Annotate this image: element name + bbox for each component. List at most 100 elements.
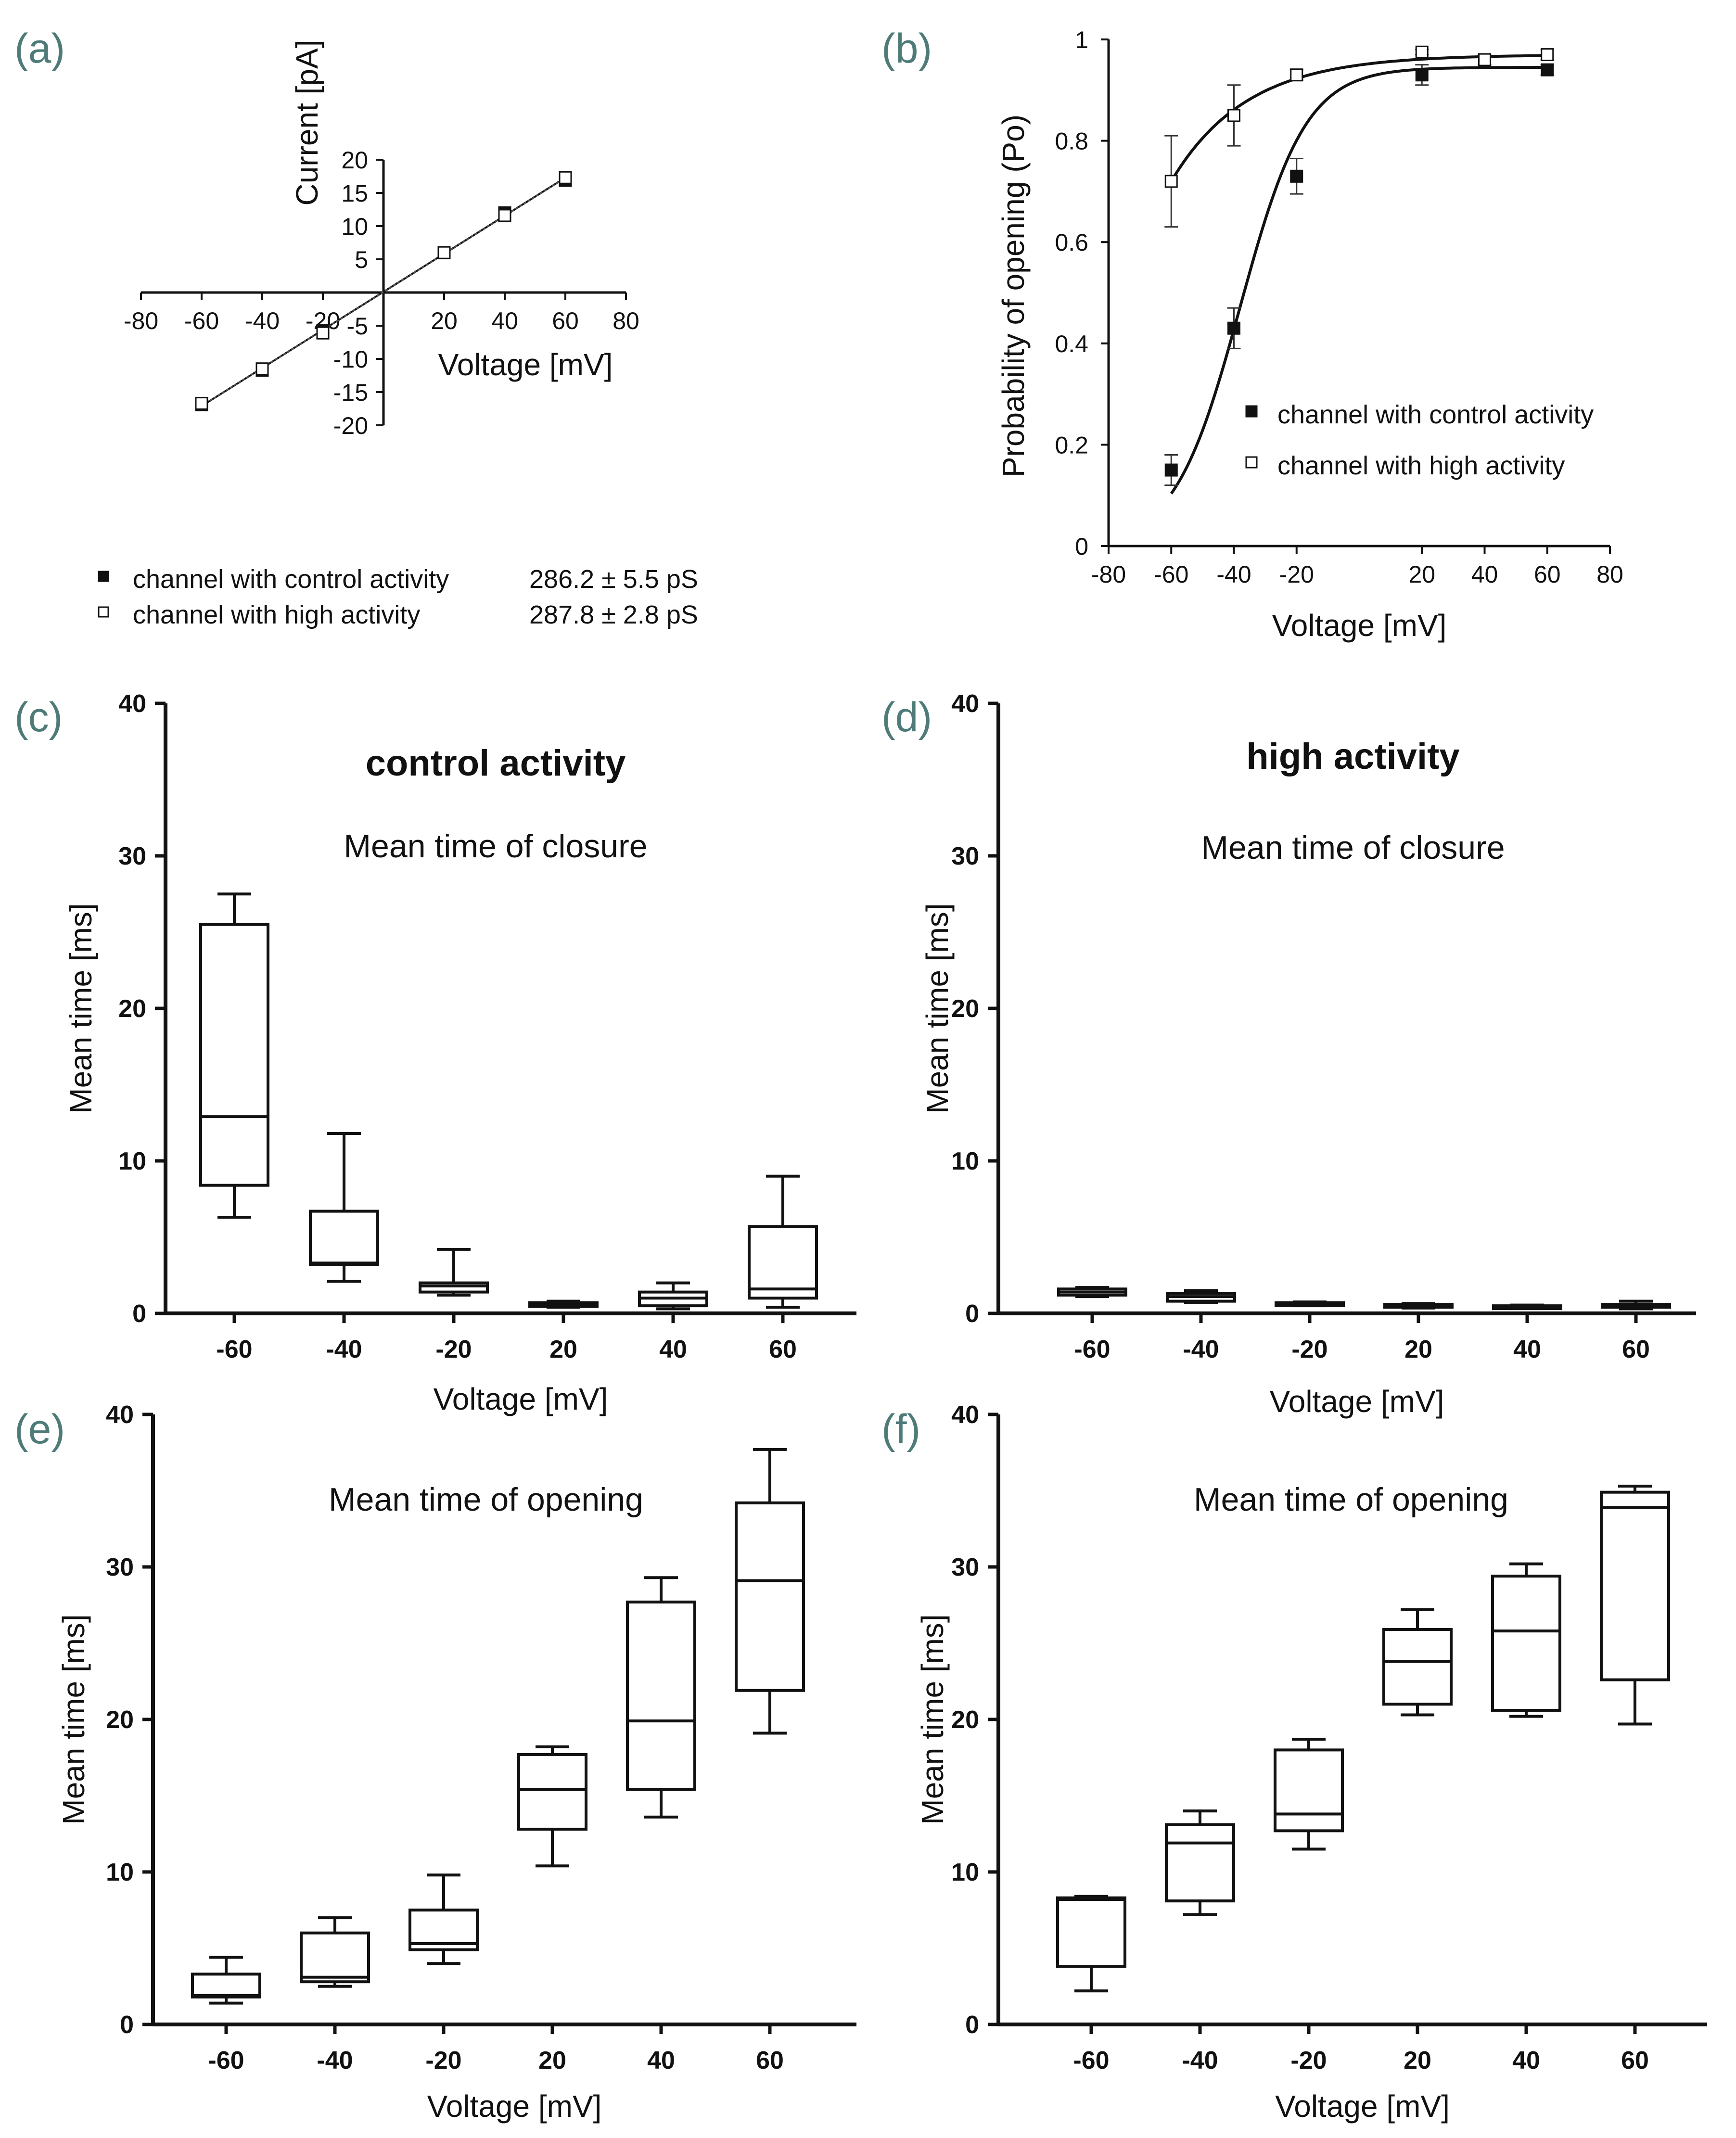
x-axis-title-c: Voltage [mV] bbox=[434, 1382, 608, 1416]
x-tick-label-d: -40 bbox=[1183, 1336, 1219, 1363]
x-tick-label-b: 60 bbox=[1534, 561, 1561, 588]
box-f bbox=[1382, 1628, 1453, 1706]
box-f bbox=[1600, 1490, 1670, 1681]
panel-b: (b) -80 -60 -40 -20 20 40 60 80 0 0.2 0.4 0.6 0.8 1 Vol… bbox=[881, 25, 1623, 643]
chart-subtitle-f: Mean time of opening bbox=[1194, 1481, 1508, 1518]
x-tick-label-d: 40 bbox=[1513, 1336, 1541, 1363]
x-tick-label-f: -40 bbox=[1182, 2047, 1218, 2074]
y-tick-label-a: 20 bbox=[341, 147, 368, 174]
legend-marker-b bbox=[1245, 405, 1258, 418]
data-point-b bbox=[1164, 175, 1178, 188]
box-e bbox=[517, 1753, 587, 1831]
x-tick-label-e: 40 bbox=[647, 2047, 675, 2074]
y-axis-title-e: Mean time [ms] bbox=[56, 1614, 91, 1824]
x-tick-label-b: -60 bbox=[1154, 561, 1188, 588]
y-tick-label-f: 20 bbox=[951, 1706, 979, 1734]
box-c bbox=[309, 1209, 379, 1266]
y-tick-label-b: 1 bbox=[1075, 26, 1088, 53]
box-c bbox=[199, 923, 269, 1187]
x-tick-label-f: 20 bbox=[1404, 2047, 1431, 2074]
x-tick-label-a: 60 bbox=[552, 307, 579, 334]
x-tick-label-e: -40 bbox=[317, 2047, 353, 2074]
panel-label-a: (a) bbox=[14, 25, 65, 72]
panel-a: (a)-80 -60 -40 -20 20 40 60 80-20-15-10-5510152… bbox=[14, 25, 698, 629]
y-tick-label-d: 0 bbox=[965, 1300, 979, 1328]
box-f bbox=[1056, 1896, 1126, 1968]
y-tick-label-b: 0 bbox=[1075, 533, 1088, 560]
panel-e: (e) 0 10 20 30 40 Mean time of opening Voltage … bbox=[14, 1401, 856, 2124]
panel-c: (c) 0 10 20 30 40 control activity Mean time of… bbox=[14, 690, 856, 1416]
x-tick-label-c: 60 bbox=[769, 1336, 797, 1363]
panel-label-e: (e) bbox=[14, 1406, 65, 1452]
y-tick-label-c: 30 bbox=[118, 842, 146, 870]
data-point-a bbox=[498, 209, 511, 222]
box-e bbox=[191, 1973, 261, 1998]
x-tick-label-b: -20 bbox=[1279, 561, 1314, 588]
fit-curve-b bbox=[1170, 66, 1547, 495]
y-tick-label-f: 30 bbox=[951, 1553, 979, 1581]
y-axis-title-d: Mean time [ms] bbox=[920, 903, 955, 1113]
data-point-a bbox=[316, 326, 330, 340]
y-tick-label-c: 0 bbox=[132, 1300, 146, 1328]
x-tick-label-a: 20 bbox=[431, 307, 458, 334]
y-tick-label-a: 10 bbox=[341, 213, 368, 240]
y-tick-label-e: 40 bbox=[106, 1401, 134, 1429]
x-axis-title-b: Voltage [mV] bbox=[1272, 608, 1447, 643]
panel-label-c: (c) bbox=[14, 694, 63, 740]
legend-label-b: channel with high activity bbox=[1277, 451, 1565, 480]
y-tick-label-a: -10 bbox=[333, 346, 368, 373]
x-tick-label-b: -40 bbox=[1216, 561, 1251, 588]
x-tick-label-c: 40 bbox=[659, 1336, 687, 1363]
y-tick-label-b: 0.4 bbox=[1055, 331, 1088, 357]
legend-marker-a bbox=[98, 571, 109, 582]
y-axis-title-b: Probability of opening (Po) bbox=[996, 115, 1031, 477]
panel-label-d: (d) bbox=[881, 694, 932, 740]
data-point-b bbox=[1541, 63, 1554, 76]
y-tick-label-d: 40 bbox=[951, 690, 979, 718]
y-tick-label-e: 0 bbox=[120, 2011, 134, 2039]
x-tick-label-f: -20 bbox=[1290, 2047, 1327, 2074]
data-point-b bbox=[1227, 321, 1240, 335]
x-axis-title-d: Voltage [mV] bbox=[1270, 1384, 1444, 1419]
data-point-b bbox=[1415, 68, 1429, 82]
legend-label-a: channel with high activity bbox=[133, 600, 420, 629]
x-tick-label-b: 20 bbox=[1408, 561, 1435, 588]
data-point-b bbox=[1290, 68, 1303, 82]
x-tick-label-e: 20 bbox=[538, 2047, 566, 2074]
x-tick-label-d: 20 bbox=[1404, 1336, 1432, 1363]
panel-label-f: (f) bbox=[881, 1406, 920, 1452]
y-tick-label-a: 5 bbox=[355, 246, 368, 273]
x-axis-title-a: Voltage [mV] bbox=[438, 347, 613, 382]
y-tick-label-c: 40 bbox=[118, 690, 146, 718]
x-tick-label-d: 60 bbox=[1622, 1336, 1650, 1363]
y-tick-label-d: 20 bbox=[951, 995, 979, 1023]
y-tick-label-f: 0 bbox=[965, 2011, 979, 2039]
legend-label-b: channel with control activity bbox=[1277, 400, 1594, 429]
x-tick-label-e: -60 bbox=[208, 2047, 244, 2074]
box-e bbox=[300, 1931, 370, 1984]
data-point-a bbox=[255, 362, 269, 376]
data-point-b bbox=[1290, 169, 1303, 183]
data-point-b bbox=[1478, 53, 1491, 66]
legend-marker-a bbox=[98, 606, 109, 618]
data-point-b bbox=[1415, 45, 1429, 59]
box-c bbox=[748, 1225, 818, 1300]
panel-f: (f) 0 10 20 30 40 Mean time of opening Voltage … bbox=[881, 1401, 1707, 2124]
y-tick-label-a: -15 bbox=[333, 379, 368, 406]
y-tick-label-e: 10 bbox=[106, 1858, 134, 1886]
chart-subtitle-e: Mean time of opening bbox=[329, 1481, 643, 1518]
x-tick-label-f: -60 bbox=[1073, 2047, 1109, 2074]
box-f bbox=[1165, 1823, 1235, 1903]
y-axis-title-c: Mean time [ms] bbox=[64, 903, 98, 1113]
chart-subtitle-d: Mean time of closure bbox=[1201, 829, 1505, 866]
x-tick-label-e: 60 bbox=[756, 2047, 784, 2074]
y-tick-label-f: 10 bbox=[951, 1858, 979, 1886]
x-tick-label-a: 80 bbox=[613, 307, 639, 334]
x-tick-label-c: 20 bbox=[549, 1336, 577, 1363]
x-axis-title-e: Voltage [mV] bbox=[427, 2089, 602, 2124]
chart-title-c: control activity bbox=[366, 743, 626, 784]
x-tick-label-a: -80 bbox=[124, 307, 158, 334]
data-point-a bbox=[195, 396, 208, 410]
y-tick-label-c: 20 bbox=[118, 995, 146, 1023]
y-tick-label-a: 15 bbox=[341, 180, 368, 207]
